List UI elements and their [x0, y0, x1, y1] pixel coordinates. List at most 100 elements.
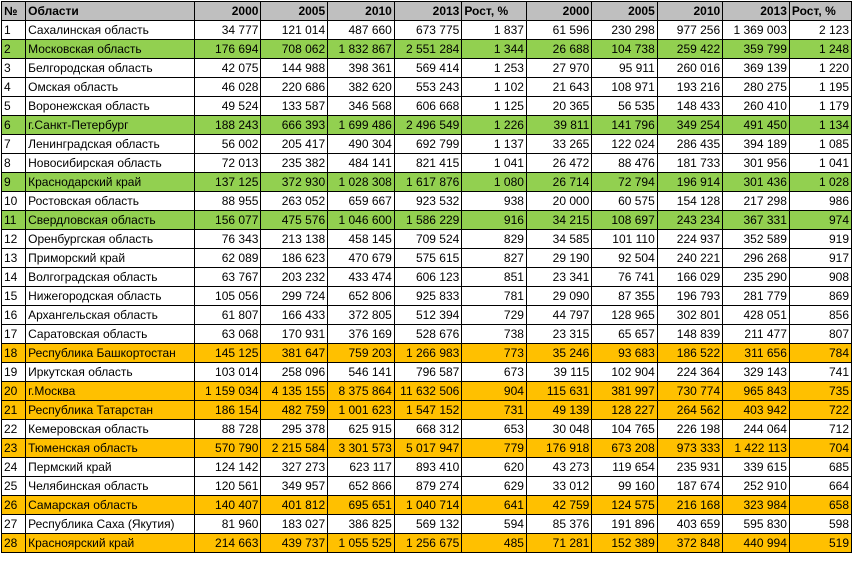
cell-2000-b[interactable]: 61 596 — [525, 20, 593, 40]
cell-growth-b[interactable]: 2 123 — [788, 20, 852, 40]
cell-2005-a[interactable]: 439 737 — [260, 533, 329, 553]
cell-growth-a[interactable]: 673 — [461, 362, 527, 382]
cell-2000-a[interactable]: 34 777 — [193, 20, 262, 40]
col-header-2013-b[interactable]: 2013 — [722, 1, 790, 21]
cell-growth-b[interactable]: 1 041 — [788, 153, 852, 173]
cell-2000-b[interactable]: 49 139 — [525, 400, 593, 420]
cell-2010-b[interactable]: 186 522 — [656, 343, 724, 363]
cell-2010-a[interactable]: 1 699 486 — [327, 115, 395, 135]
cell-2013-a[interactable]: 673 775 — [393, 20, 463, 40]
cell-no[interactable]: 8 — [0, 153, 27, 173]
cell-no[interactable]: 13 — [0, 248, 27, 268]
cell-2005-a[interactable]: 213 138 — [260, 229, 329, 249]
cell-growth-a[interactable]: 1 102 — [461, 77, 527, 97]
cell-growth-a[interactable]: 641 — [461, 495, 527, 515]
cell-growth-b[interactable]: 735 — [788, 381, 852, 401]
cell-2010-a[interactable]: 546 141 — [327, 362, 395, 382]
cell-2005-a[interactable]: 327 273 — [260, 457, 329, 477]
cell-growth-a[interactable]: 731 — [461, 400, 527, 420]
col-header-region[interactable]: Области — [25, 1, 195, 21]
cell-2010-a[interactable]: 372 805 — [327, 305, 395, 325]
cell-2005-a[interactable]: 121 014 — [260, 20, 329, 40]
cell-2000-b[interactable]: 27 970 — [525, 58, 593, 78]
cell-no[interactable]: 4 — [0, 77, 27, 97]
cell-2000-a[interactable]: 63 767 — [193, 267, 262, 287]
cell-2005-a[interactable]: 133 587 — [260, 96, 329, 116]
cell-2013-b[interactable]: 359 799 — [722, 39, 790, 59]
cell-2013-a[interactable]: 668 312 — [393, 419, 463, 439]
cell-2010-b[interactable]: 259 422 — [656, 39, 724, 59]
cell-growth-a[interactable]: 779 — [461, 438, 527, 458]
cell-2005-b[interactable]: 56 535 — [591, 96, 658, 116]
cell-2000-a[interactable]: 88 955 — [193, 191, 262, 211]
cell-2013-a[interactable]: 1 256 675 — [393, 533, 463, 553]
cell-2010-a[interactable]: 433 474 — [327, 267, 395, 287]
col-header-2010-a[interactable]: 2010 — [327, 1, 395, 21]
cell-growth-b[interactable]: 685 — [788, 457, 852, 477]
cell-growth-a[interactable]: 1 137 — [461, 134, 527, 154]
cell-region[interactable]: Оренбургская область — [25, 229, 195, 249]
cell-no[interactable]: 15 — [0, 286, 27, 306]
cell-2005-a[interactable]: 166 433 — [260, 305, 329, 325]
cell-growth-a[interactable]: 773 — [461, 343, 527, 363]
cell-no[interactable]: 3 — [0, 58, 27, 78]
cell-2010-b[interactable]: 224 937 — [656, 229, 724, 249]
cell-growth-a[interactable]: 594 — [461, 514, 527, 534]
cell-2000-a[interactable]: 124 142 — [193, 457, 262, 477]
cell-no[interactable]: 20 — [0, 381, 27, 401]
cell-2010-b[interactable]: 730 774 — [656, 381, 724, 401]
cell-2013-a[interactable]: 528 676 — [393, 324, 463, 344]
cell-2005-b[interactable]: 87 355 — [591, 286, 658, 306]
cell-2013-a[interactable]: 606 123 — [393, 267, 463, 287]
cell-2013-b[interactable]: 1 422 113 — [722, 438, 790, 458]
cell-region[interactable]: Белгородская область — [25, 58, 195, 78]
cell-2005-b[interactable]: 99 160 — [591, 476, 658, 496]
cell-2005-a[interactable]: 258 096 — [260, 362, 329, 382]
cell-2013-a[interactable]: 606 668 — [393, 96, 463, 116]
cell-2013-a[interactable]: 1 547 152 — [393, 400, 463, 420]
cell-2000-a[interactable]: 156 077 — [193, 210, 262, 230]
cell-2010-a[interactable]: 346 568 — [327, 96, 395, 116]
cell-2005-b[interactable]: 88 476 — [591, 153, 658, 173]
cell-region[interactable]: Приморский край — [25, 248, 195, 268]
cell-2000-b[interactable]: 26 472 — [525, 153, 593, 173]
cell-2013-b[interactable]: 301 436 — [722, 172, 790, 192]
cell-growth-b[interactable]: 1 248 — [788, 39, 852, 59]
cell-2013-b[interactable]: 301 956 — [722, 153, 790, 173]
cell-growth-a[interactable]: 916 — [461, 210, 527, 230]
cell-2005-a[interactable]: 349 957 — [260, 476, 329, 496]
cell-2010-a[interactable]: 470 679 — [327, 248, 395, 268]
cell-2010-b[interactable]: 372 848 — [656, 533, 724, 553]
cell-growth-a[interactable]: 904 — [461, 381, 527, 401]
cell-2013-a[interactable]: 2 551 284 — [393, 39, 463, 59]
cell-no[interactable]: 10 — [0, 191, 27, 211]
cell-growth-a[interactable]: 1 041 — [461, 153, 527, 173]
cell-growth-a[interactable]: 1 080 — [461, 172, 527, 192]
cell-2000-b[interactable]: 20 000 — [525, 191, 593, 211]
cell-2013-b[interactable]: 311 656 — [722, 343, 790, 363]
cell-growth-b[interactable]: 986 — [788, 191, 852, 211]
cell-2005-b[interactable]: 93 683 — [591, 343, 658, 363]
cell-2005-b[interactable]: 65 657 — [591, 324, 658, 344]
cell-growth-b[interactable]: 1 179 — [788, 96, 852, 116]
cell-2010-b[interactable]: 196 793 — [656, 286, 724, 306]
col-header-2000-a[interactable]: 2000 — [193, 1, 262, 21]
cell-2000-a[interactable]: 137 125 — [193, 172, 262, 192]
cell-growth-a[interactable]: 1 125 — [461, 96, 527, 116]
cell-2013-a[interactable]: 821 415 — [393, 153, 463, 173]
cell-growth-b[interactable]: 704 — [788, 438, 852, 458]
cell-2000-a[interactable]: 61 807 — [193, 305, 262, 325]
cell-2005-b[interactable]: 76 741 — [591, 267, 658, 287]
cell-region[interactable]: Саратовская область — [25, 324, 195, 344]
cell-2013-b[interactable]: 369 139 — [722, 58, 790, 78]
cell-2013-a[interactable]: 5 017 947 — [393, 438, 463, 458]
cell-2013-a[interactable]: 709 524 — [393, 229, 463, 249]
cell-growth-b[interactable]: 1 220 — [788, 58, 852, 78]
cell-2013-b[interactable]: 339 615 — [722, 457, 790, 477]
cell-2000-b[interactable]: 44 797 — [525, 305, 593, 325]
cell-2005-b[interactable]: 108 697 — [591, 210, 658, 230]
cell-2000-a[interactable]: 76 343 — [193, 229, 262, 249]
cell-region[interactable]: Тюменская область — [25, 438, 195, 458]
cell-2013-b[interactable]: 260 410 — [722, 96, 790, 116]
cell-2013-b[interactable]: 965 843 — [722, 381, 790, 401]
